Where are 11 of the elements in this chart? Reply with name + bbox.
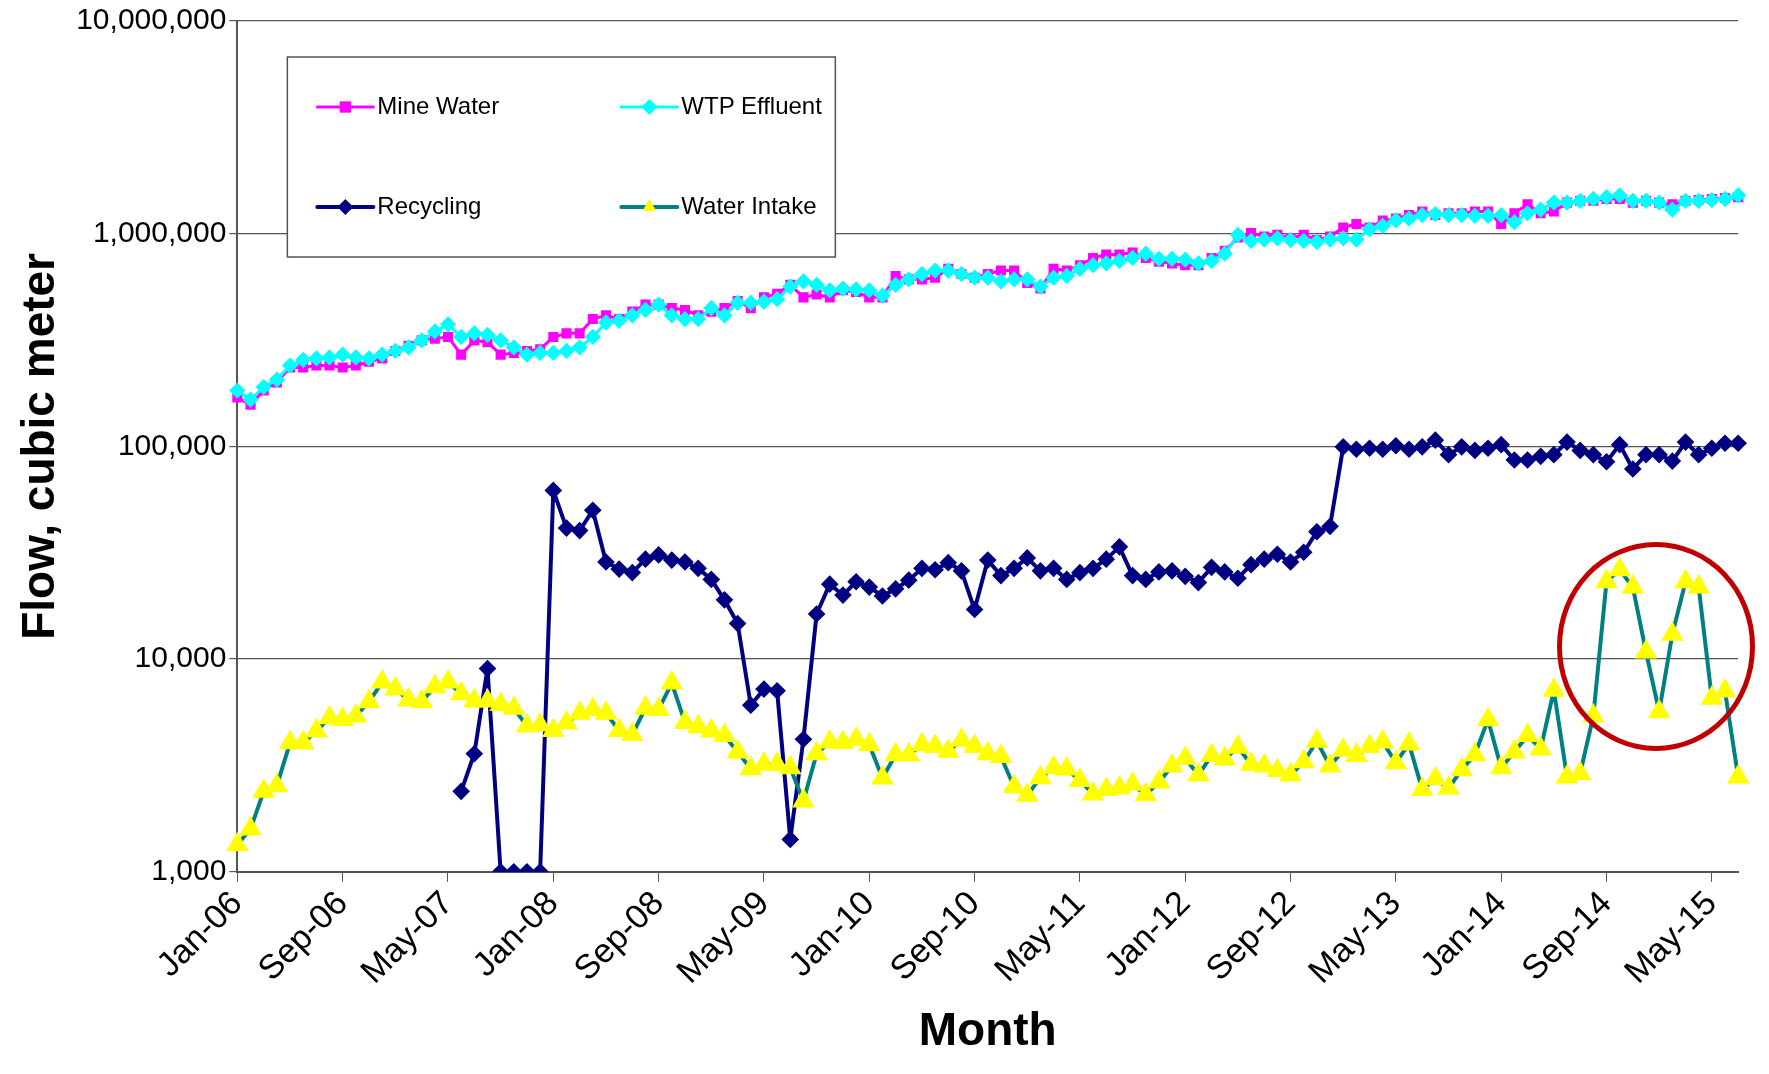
legend-label: Mine Water [377,91,500,119]
x-axis-title: Month [918,1003,1057,1056]
y-tick-label: 10,000 [134,640,227,674]
y-tick-label: 1,000,000 [92,214,227,248]
y-tick-label: 10,000,000 [76,2,227,36]
legend-label: Water Intake [681,191,817,219]
y-tick-label: 100,000 [117,427,227,461]
legend-label: Recycling [377,191,482,219]
y-axis-title: Flow, cubic meter [12,252,65,640]
y-tick-label: 1,000 [151,853,227,887]
legend-label: WTP Effluent [681,91,823,119]
